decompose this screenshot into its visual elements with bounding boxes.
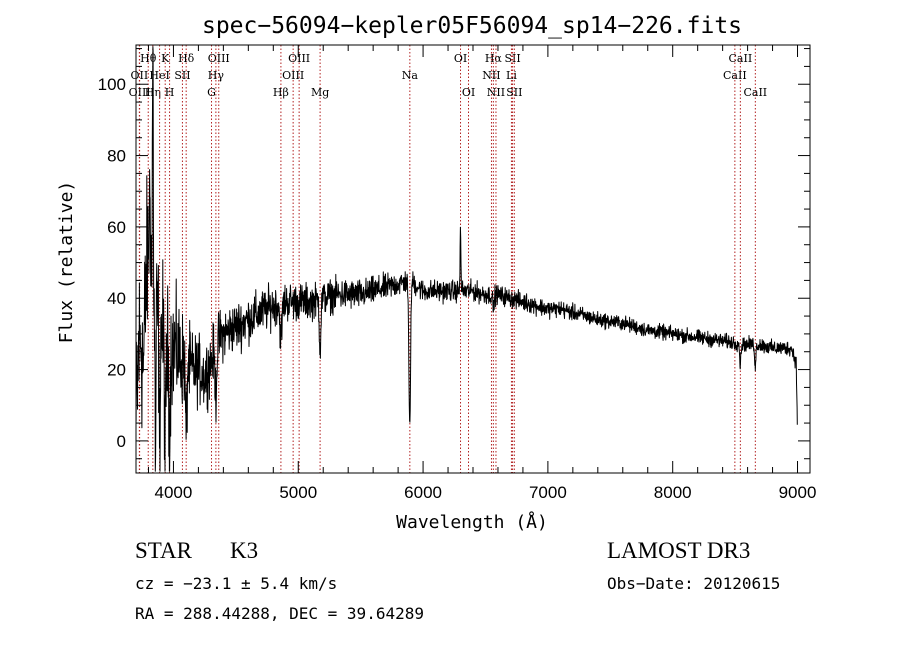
marker-label-25: CaII: [729, 52, 753, 65]
plot-axes: 4000 5000 6000 7000 8000 9000 0 20 40 60 80 100: [98, 44, 817, 502]
marker-label-1: OII: [131, 69, 149, 82]
x-tick-label-1: 5000: [279, 483, 317, 502]
marker-label-2: OIII: [129, 86, 151, 99]
marker-label-13: OIII: [288, 52, 310, 65]
y-tick-label-2: 40: [107, 289, 126, 308]
marker-label-14: OIII: [282, 69, 304, 82]
y-axis-label: Flux (relative): [56, 181, 77, 344]
marker-label-22: SII: [504, 52, 520, 65]
marker-label-10: Hγ: [208, 69, 225, 82]
spectrum-trace: [135, 46, 798, 472]
marker-label-0: Hθ: [140, 52, 157, 65]
y-tick-label-3: 60: [107, 218, 126, 237]
coordinates: RA = 288.44288, DEC = 39.64289: [135, 604, 424, 623]
marker-label-6: H: [165, 86, 175, 99]
marker-label-12: Hβ: [273, 86, 289, 99]
y-tick-label-5: 100: [98, 75, 126, 94]
object-subclass: K3: [229, 538, 259, 563]
x-axis-label: Wavelength (Å): [396, 511, 548, 533]
redshift-readout: cz = −23.1 ± 5.4 km/s: [135, 574, 338, 593]
marker-label-5: HeI: [149, 69, 169, 82]
marker-label-4: K: [161, 52, 170, 65]
classification: STAR K3: [135, 538, 258, 564]
obs-date: Obs−Date: 20120615: [607, 574, 781, 593]
x-tick-label-4: 8000: [654, 483, 692, 502]
marker-label-19: Hα: [485, 52, 503, 65]
x-tick-label-5: 9000: [779, 483, 817, 502]
flux-series: [135, 46, 798, 472]
marker-label-8: SII: [174, 69, 190, 82]
x-tick-label-3: 7000: [529, 483, 567, 502]
x-tick-label-0: 4000: [155, 483, 193, 502]
marker-label-18: OI: [462, 86, 475, 99]
marker-label-15: Mg: [311, 86, 329, 99]
marker-label-21: NII: [487, 86, 505, 99]
marker-label-7: Hδ: [178, 52, 195, 65]
marker-label-26: CaII: [723, 69, 747, 82]
chart-title: spec−56094−kepler05F56094_sp14−226.fits: [202, 13, 742, 39]
plot-frame: [135, 44, 811, 474]
marker-label-16: Na: [402, 69, 419, 82]
marker-label-24: SII: [506, 86, 522, 99]
y-tick-label-1: 20: [107, 361, 126, 380]
y-tick-label-4: 80: [107, 147, 126, 166]
marker-label-9: OIII: [208, 52, 230, 65]
marker-label-27: CaII: [743, 86, 767, 99]
survey-name: LAMOST DR3: [607, 538, 751, 563]
object-class: STAR: [135, 538, 192, 563]
marker-label-17: OI: [454, 52, 467, 65]
marker-label-20: NII: [482, 69, 500, 82]
x-tick-label-2: 6000: [404, 483, 442, 502]
marker-label-11: G: [207, 86, 216, 99]
marker-label-23: Li: [506, 69, 517, 82]
y-tick-label-0: 0: [117, 432, 126, 451]
